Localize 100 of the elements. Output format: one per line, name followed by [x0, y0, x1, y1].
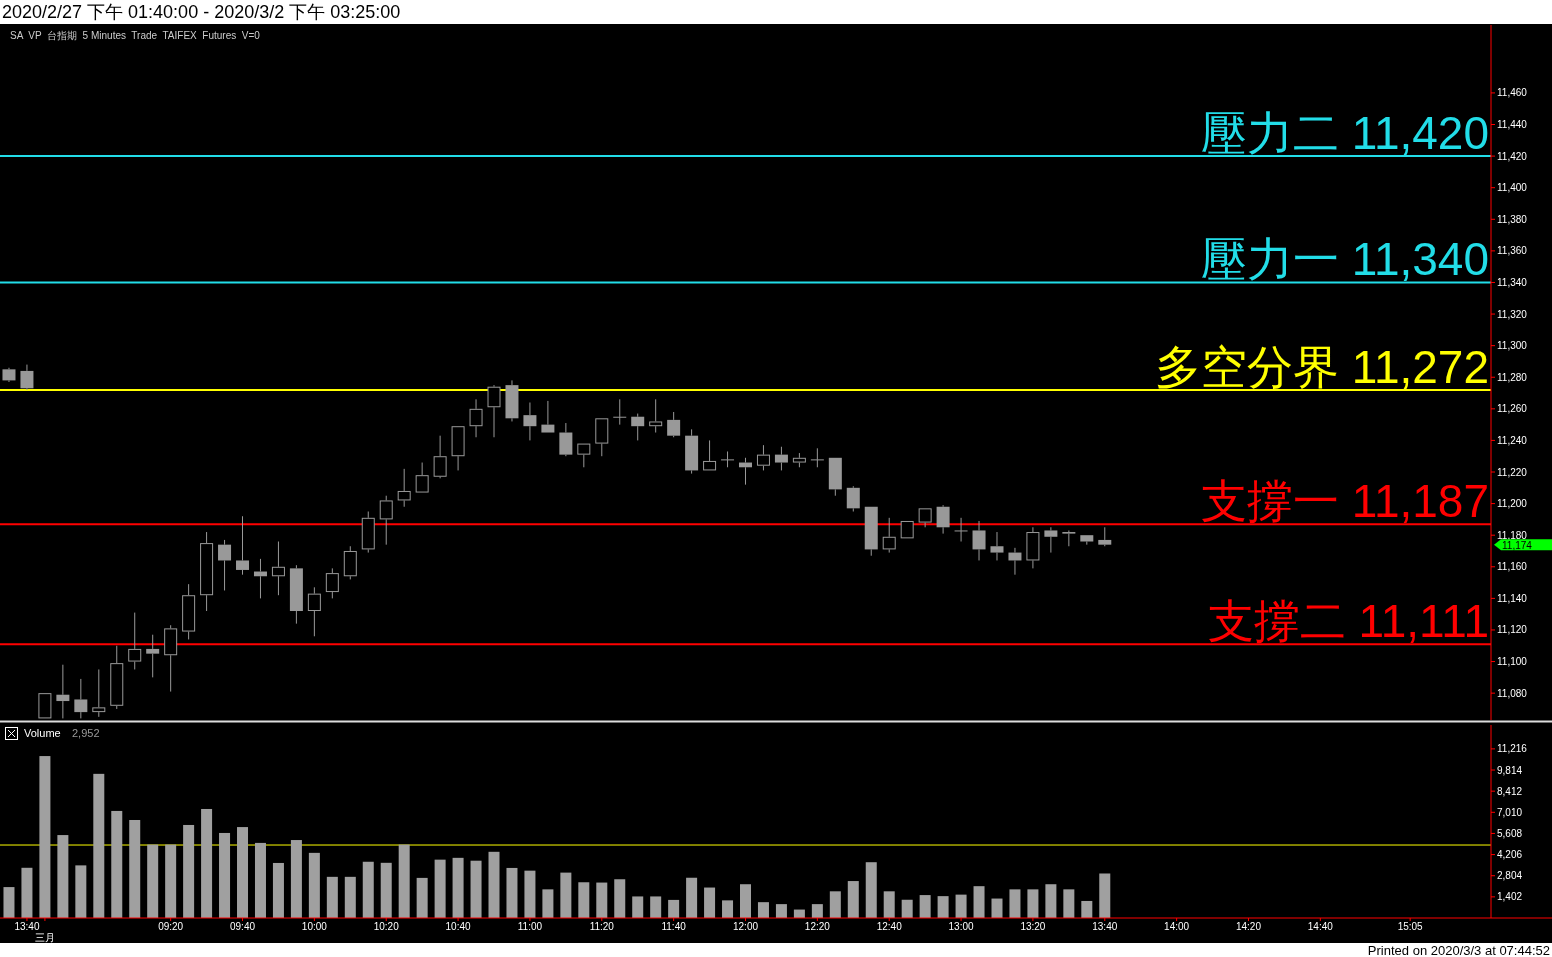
bar: [614, 879, 626, 918]
ref-line-label: 多空分界 11,272: [1154, 340, 1489, 393]
bar: [201, 808, 213, 918]
x-tick-label: 09:40: [230, 921, 256, 932]
bar: [488, 851, 500, 918]
y-tick-label: 11,260: [1497, 403, 1528, 415]
x-tick-label: 13:40: [14, 921, 40, 932]
y-tick-label: 11,080: [1497, 687, 1528, 699]
text: 11,174: [1502, 539, 1533, 551]
bar: [686, 877, 698, 918]
candlestick: [954, 517, 968, 543]
y-tick-label: 11,340: [1497, 276, 1528, 288]
bar: [973, 886, 985, 918]
bar: [1045, 884, 1057, 918]
y-tick-label: 1,402: [1497, 891, 1523, 903]
bar: [829, 891, 841, 918]
x-tick-label: 13:00: [948, 921, 975, 932]
bar: [740, 884, 751, 918]
candlestick: [361, 511, 375, 554]
x-tick-label: 12:00: [732, 921, 759, 932]
y-tick-label: 4,206: [1497, 849, 1523, 861]
candlestick: [487, 384, 501, 438]
bar: [254, 842, 266, 918]
candlestick: [307, 586, 321, 637]
bar: [57, 835, 69, 918]
y-tick-label: 11,460: [1497, 87, 1528, 99]
bar: [272, 862, 284, 918]
bar: [811, 904, 823, 918]
x-tick-label: 11:00: [517, 921, 543, 932]
bar: [308, 852, 320, 918]
y-tick-label: 11,400: [1497, 182, 1528, 194]
bar: [757, 902, 769, 918]
bar: [39, 756, 51, 918]
x-tick-label: 13:40: [1092, 921, 1118, 932]
bar: [542, 889, 554, 918]
bar: [596, 882, 608, 918]
y-tick-label: 11,200: [1497, 498, 1528, 510]
candlestick: [92, 668, 106, 718]
y-tick-label: 11,220: [1497, 466, 1528, 478]
bar: [290, 840, 302, 918]
bar: [1009, 889, 1021, 918]
y-tick-label: 7,010: [1497, 806, 1523, 818]
text: Printed on 2020/3/3 at 07:44:52: [1367, 943, 1550, 957]
candlestick: [685, 428, 699, 475]
candlestick: [1062, 529, 1076, 547]
candlestick: [164, 624, 178, 693]
candlestick: [846, 485, 860, 512]
candlestick: [236, 515, 250, 576]
ref-line-label: 支撐二 11,111: [1207, 595, 1489, 648]
y-tick-label: 11,320: [1497, 308, 1528, 320]
candlestick: [990, 531, 1004, 561]
x-tick-label: 10:40: [445, 921, 472, 932]
bar: [326, 876, 338, 918]
bar: [398, 844, 410, 918]
candlestick: [882, 517, 896, 554]
text: SA VP 台指期 5 Minutes Trade TAIFEX Futures V=0: [10, 30, 261, 41]
x-tick-label: 三月: [34, 932, 55, 943]
y-tick-label: 11,420: [1497, 150, 1528, 162]
bar: [883, 891, 895, 918]
candlestick: [972, 520, 986, 561]
candlestick: [110, 645, 124, 710]
y-tick-label: 11,100: [1497, 656, 1528, 668]
candlestick: [2, 367, 16, 383]
x-tick-label: 15:05: [1397, 921, 1424, 932]
candlestick: [56, 664, 70, 719]
bar: [1063, 889, 1075, 918]
bar: [75, 865, 87, 918]
y-tick-label: 11,180: [1497, 529, 1528, 541]
y-tick-label: 11,360: [1497, 245, 1528, 257]
y-tick-label: 11,380: [1497, 213, 1528, 225]
bar: [147, 844, 159, 918]
y-tick-label: 11,280: [1497, 371, 1528, 383]
bar: [506, 867, 518, 918]
bar: [560, 872, 572, 918]
bar: [632, 896, 644, 918]
bar: [111, 810, 123, 918]
candlestick: [1044, 526, 1058, 554]
bar: [219, 832, 231, 918]
y-tick-label: 11,160: [1497, 561, 1528, 573]
bar: [865, 862, 877, 918]
bar: [1081, 900, 1093, 918]
candlestick: [1026, 526, 1040, 569]
bar: [847, 881, 859, 918]
bar: [21, 867, 33, 918]
x-tick-label: 14:00: [1164, 921, 1190, 932]
bar: [937, 896, 949, 918]
y-tick-label: 8,412: [1497, 785, 1523, 797]
y-tick-label: 11,140: [1497, 592, 1528, 604]
y-tick-label: 11,240: [1497, 434, 1528, 446]
bar: [955, 894, 967, 918]
chart-title: Volume: [24, 727, 61, 739]
bar: [991, 898, 1003, 918]
bar: [578, 882, 590, 918]
x-tick-label: 13:20: [1020, 921, 1046, 932]
x-tick-label: 11:20: [589, 921, 615, 932]
x-tick-label: 10:20: [373, 921, 400, 932]
y-tick-label: 9,814: [1497, 764, 1523, 776]
bar: [901, 899, 913, 918]
bar: [919, 895, 931, 918]
candlestick: [523, 402, 537, 441]
